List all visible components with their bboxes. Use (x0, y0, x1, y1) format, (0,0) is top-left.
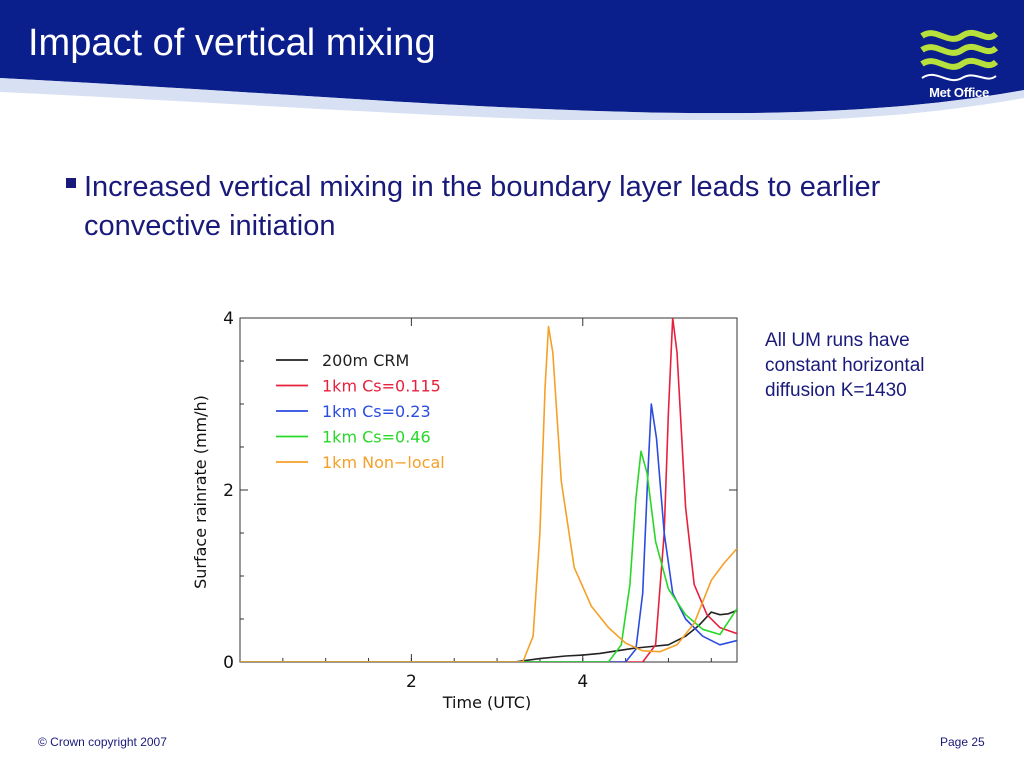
bullet-square-icon (66, 178, 76, 188)
legend-label: 1km Cs=0.23 (322, 402, 431, 421)
bullet-text: Increased vertical mixing in the boundar… (84, 171, 881, 242)
rainrate-chart: 2 4 0 2 4 200m CRM 1km Cs=0.115 1km Cs=0.23 1km… (191, 309, 738, 712)
slide-title: Impact of vertical mixing (28, 22, 436, 64)
bullet-point: Increased vertical mixing in the boundar… (66, 168, 906, 246)
x-axis-label: Time (UTC) (442, 693, 531, 712)
legend-label: 1km Cs=0.115 (322, 377, 441, 396)
series-line-3 (240, 450, 737, 662)
header-background (0, 0, 1024, 120)
y-tick-label: 2 (223, 481, 234, 501)
side-note: All UM runs have constant horizontal dif… (765, 330, 925, 401)
chart-legend: 200m CRM 1km Cs=0.115 1km Cs=0.23 1km Cs=0.… (276, 351, 445, 472)
series-line-4 (240, 325, 737, 662)
chart-axes: 2 4 0 2 4 (223, 309, 738, 692)
legend-label: 1km Non−local (322, 453, 445, 472)
legend-label: 200m CRM (322, 351, 409, 370)
met-office-logo: Met Office (918, 24, 1000, 104)
series-line-1 (240, 318, 737, 662)
copyright-footer: © Crown copyright 2007 (38, 735, 167, 749)
series-line-0 (240, 609, 737, 662)
chart-series-lines (240, 318, 737, 662)
logo-label: Met Office (929, 85, 989, 100)
x-tick-label: 4 (577, 672, 588, 692)
header-banner: Impact of vertical mixing Met Office (0, 0, 1024, 120)
series-line-2 (240, 403, 737, 662)
legend-label: 1km Cs=0.46 (322, 428, 431, 447)
x-tick-label: 2 (406, 672, 417, 692)
plot-frame (239, 317, 738, 663)
wave-icon (918, 24, 1000, 84)
page-number: Page 25 (940, 735, 985, 749)
y-tick-label: 4 (223, 309, 234, 329)
y-tick-label: 0 (223, 653, 234, 673)
y-axis-label: Surface rainrate (mm/h) (191, 395, 210, 589)
